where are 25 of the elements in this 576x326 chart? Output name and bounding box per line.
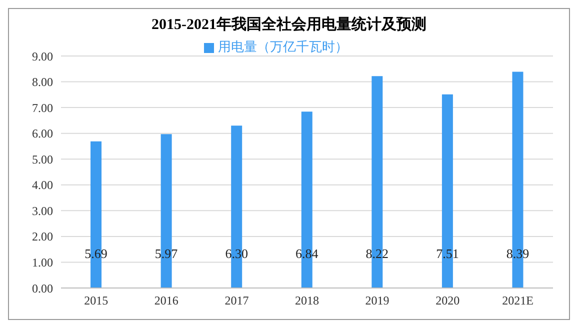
y-tick-label: 2.00	[32, 230, 53, 244]
y-tick-label: 0.00	[32, 281, 53, 296]
y-tick-label: 8.00	[32, 75, 53, 90]
text: 8.22	[366, 246, 389, 261]
x-tick-label: 2019	[365, 294, 390, 308]
text: 5.69	[84, 246, 108, 261]
x-tick-label: 2018	[295, 294, 319, 308]
x-tick-label: 2021E	[502, 294, 534, 308]
text: 5.97	[154, 246, 178, 261]
text: 8.39	[506, 246, 530, 261]
x-tick-label: 2020	[436, 294, 460, 308]
x-tick-label: 2015	[84, 294, 108, 308]
text: 6.30	[225, 246, 248, 261]
x-tick-label: 2016	[154, 294, 178, 308]
y-tick-label: 1.00	[32, 255, 53, 270]
y-tick-label: 5.00	[32, 152, 53, 166]
y-tick-label: 9.00	[32, 49, 53, 64]
y-tick-label: 4.00	[32, 178, 53, 192]
y-tick-label: 7.00	[32, 100, 53, 115]
legend-label: 用电量（万亿千瓦时）	[218, 39, 348, 54]
chart-title: 2015-2021年我国全社会用电量统计及预测	[150, 15, 428, 34]
y-tick-label: 3.00	[32, 204, 53, 218]
y-tick-label: 6.00	[32, 126, 53, 141]
text: 6.84	[296, 246, 318, 261]
x-tick-label: 2017	[224, 294, 249, 308]
